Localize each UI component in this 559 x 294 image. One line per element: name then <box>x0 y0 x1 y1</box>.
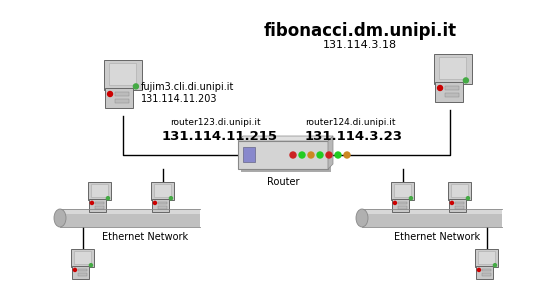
FancyBboxPatch shape <box>448 182 471 201</box>
FancyBboxPatch shape <box>455 202 463 204</box>
FancyBboxPatch shape <box>115 92 129 96</box>
FancyBboxPatch shape <box>95 202 103 204</box>
FancyBboxPatch shape <box>482 269 491 271</box>
Circle shape <box>169 197 173 200</box>
Text: 131.114.3.18: 131.114.3.18 <box>323 40 397 50</box>
FancyBboxPatch shape <box>105 88 133 108</box>
FancyBboxPatch shape <box>241 144 331 172</box>
Circle shape <box>91 201 93 204</box>
FancyBboxPatch shape <box>435 82 463 102</box>
Circle shape <box>466 197 470 200</box>
FancyBboxPatch shape <box>398 206 406 209</box>
Circle shape <box>438 86 443 91</box>
Circle shape <box>409 197 413 200</box>
Circle shape <box>477 268 481 271</box>
FancyBboxPatch shape <box>95 206 103 209</box>
FancyBboxPatch shape <box>158 206 167 209</box>
Ellipse shape <box>356 209 368 227</box>
FancyBboxPatch shape <box>109 63 136 85</box>
Circle shape <box>107 91 112 96</box>
Circle shape <box>394 201 396 204</box>
Circle shape <box>326 152 332 158</box>
FancyBboxPatch shape <box>449 199 466 212</box>
Circle shape <box>134 84 139 89</box>
Circle shape <box>317 152 323 158</box>
FancyBboxPatch shape <box>451 184 468 197</box>
FancyBboxPatch shape <box>434 54 472 84</box>
Text: 131.114.11.203: 131.114.11.203 <box>141 94 217 104</box>
Text: Router: Router <box>267 177 299 187</box>
FancyBboxPatch shape <box>78 269 87 271</box>
Circle shape <box>494 264 496 267</box>
FancyBboxPatch shape <box>78 273 87 276</box>
Text: 131.114.3.23: 131.114.3.23 <box>305 130 403 143</box>
Ellipse shape <box>54 209 66 227</box>
FancyBboxPatch shape <box>91 184 108 197</box>
Text: router123.di.unipi.it: router123.di.unipi.it <box>170 118 260 127</box>
FancyBboxPatch shape <box>151 182 174 201</box>
Circle shape <box>290 152 296 158</box>
Circle shape <box>308 152 314 158</box>
Polygon shape <box>238 136 333 141</box>
FancyBboxPatch shape <box>154 184 171 197</box>
FancyBboxPatch shape <box>103 60 141 90</box>
Text: fujim3.cli.di.unipi.it: fujim3.cli.di.unipi.it <box>141 82 234 92</box>
Circle shape <box>106 197 110 200</box>
Circle shape <box>463 78 468 83</box>
Circle shape <box>451 201 453 204</box>
FancyBboxPatch shape <box>72 266 89 279</box>
FancyBboxPatch shape <box>115 99 129 103</box>
Circle shape <box>89 264 92 267</box>
FancyBboxPatch shape <box>88 182 111 201</box>
FancyBboxPatch shape <box>89 199 106 212</box>
Polygon shape <box>328 136 333 169</box>
Text: Ethernet Network: Ethernet Network <box>102 232 188 242</box>
Circle shape <box>335 152 341 158</box>
FancyBboxPatch shape <box>482 273 491 276</box>
FancyBboxPatch shape <box>391 182 414 201</box>
Text: Ethernet Network: Ethernet Network <box>394 232 480 242</box>
FancyBboxPatch shape <box>243 147 255 162</box>
FancyBboxPatch shape <box>71 249 94 268</box>
FancyBboxPatch shape <box>479 251 495 264</box>
Bar <box>362 209 502 227</box>
FancyBboxPatch shape <box>455 206 463 209</box>
Circle shape <box>299 152 305 158</box>
FancyBboxPatch shape <box>392 199 409 212</box>
FancyBboxPatch shape <box>439 57 466 78</box>
FancyBboxPatch shape <box>152 199 169 212</box>
FancyBboxPatch shape <box>74 251 91 264</box>
FancyBboxPatch shape <box>394 184 411 197</box>
FancyBboxPatch shape <box>476 266 493 279</box>
FancyBboxPatch shape <box>445 86 459 90</box>
FancyBboxPatch shape <box>158 202 167 204</box>
FancyBboxPatch shape <box>398 202 406 204</box>
Bar <box>60 209 200 227</box>
Text: fibonacci.dm.unipi.it: fibonacci.dm.unipi.it <box>263 22 457 40</box>
Circle shape <box>73 268 77 271</box>
Text: router124.di.unipi.it: router124.di.unipi.it <box>305 118 396 127</box>
Text: 131.114.11.215: 131.114.11.215 <box>162 130 278 143</box>
Circle shape <box>344 152 350 158</box>
FancyBboxPatch shape <box>445 93 459 97</box>
Circle shape <box>153 201 157 204</box>
FancyBboxPatch shape <box>238 141 328 169</box>
Bar <box>362 209 502 214</box>
Bar <box>60 209 200 214</box>
FancyBboxPatch shape <box>475 249 499 268</box>
